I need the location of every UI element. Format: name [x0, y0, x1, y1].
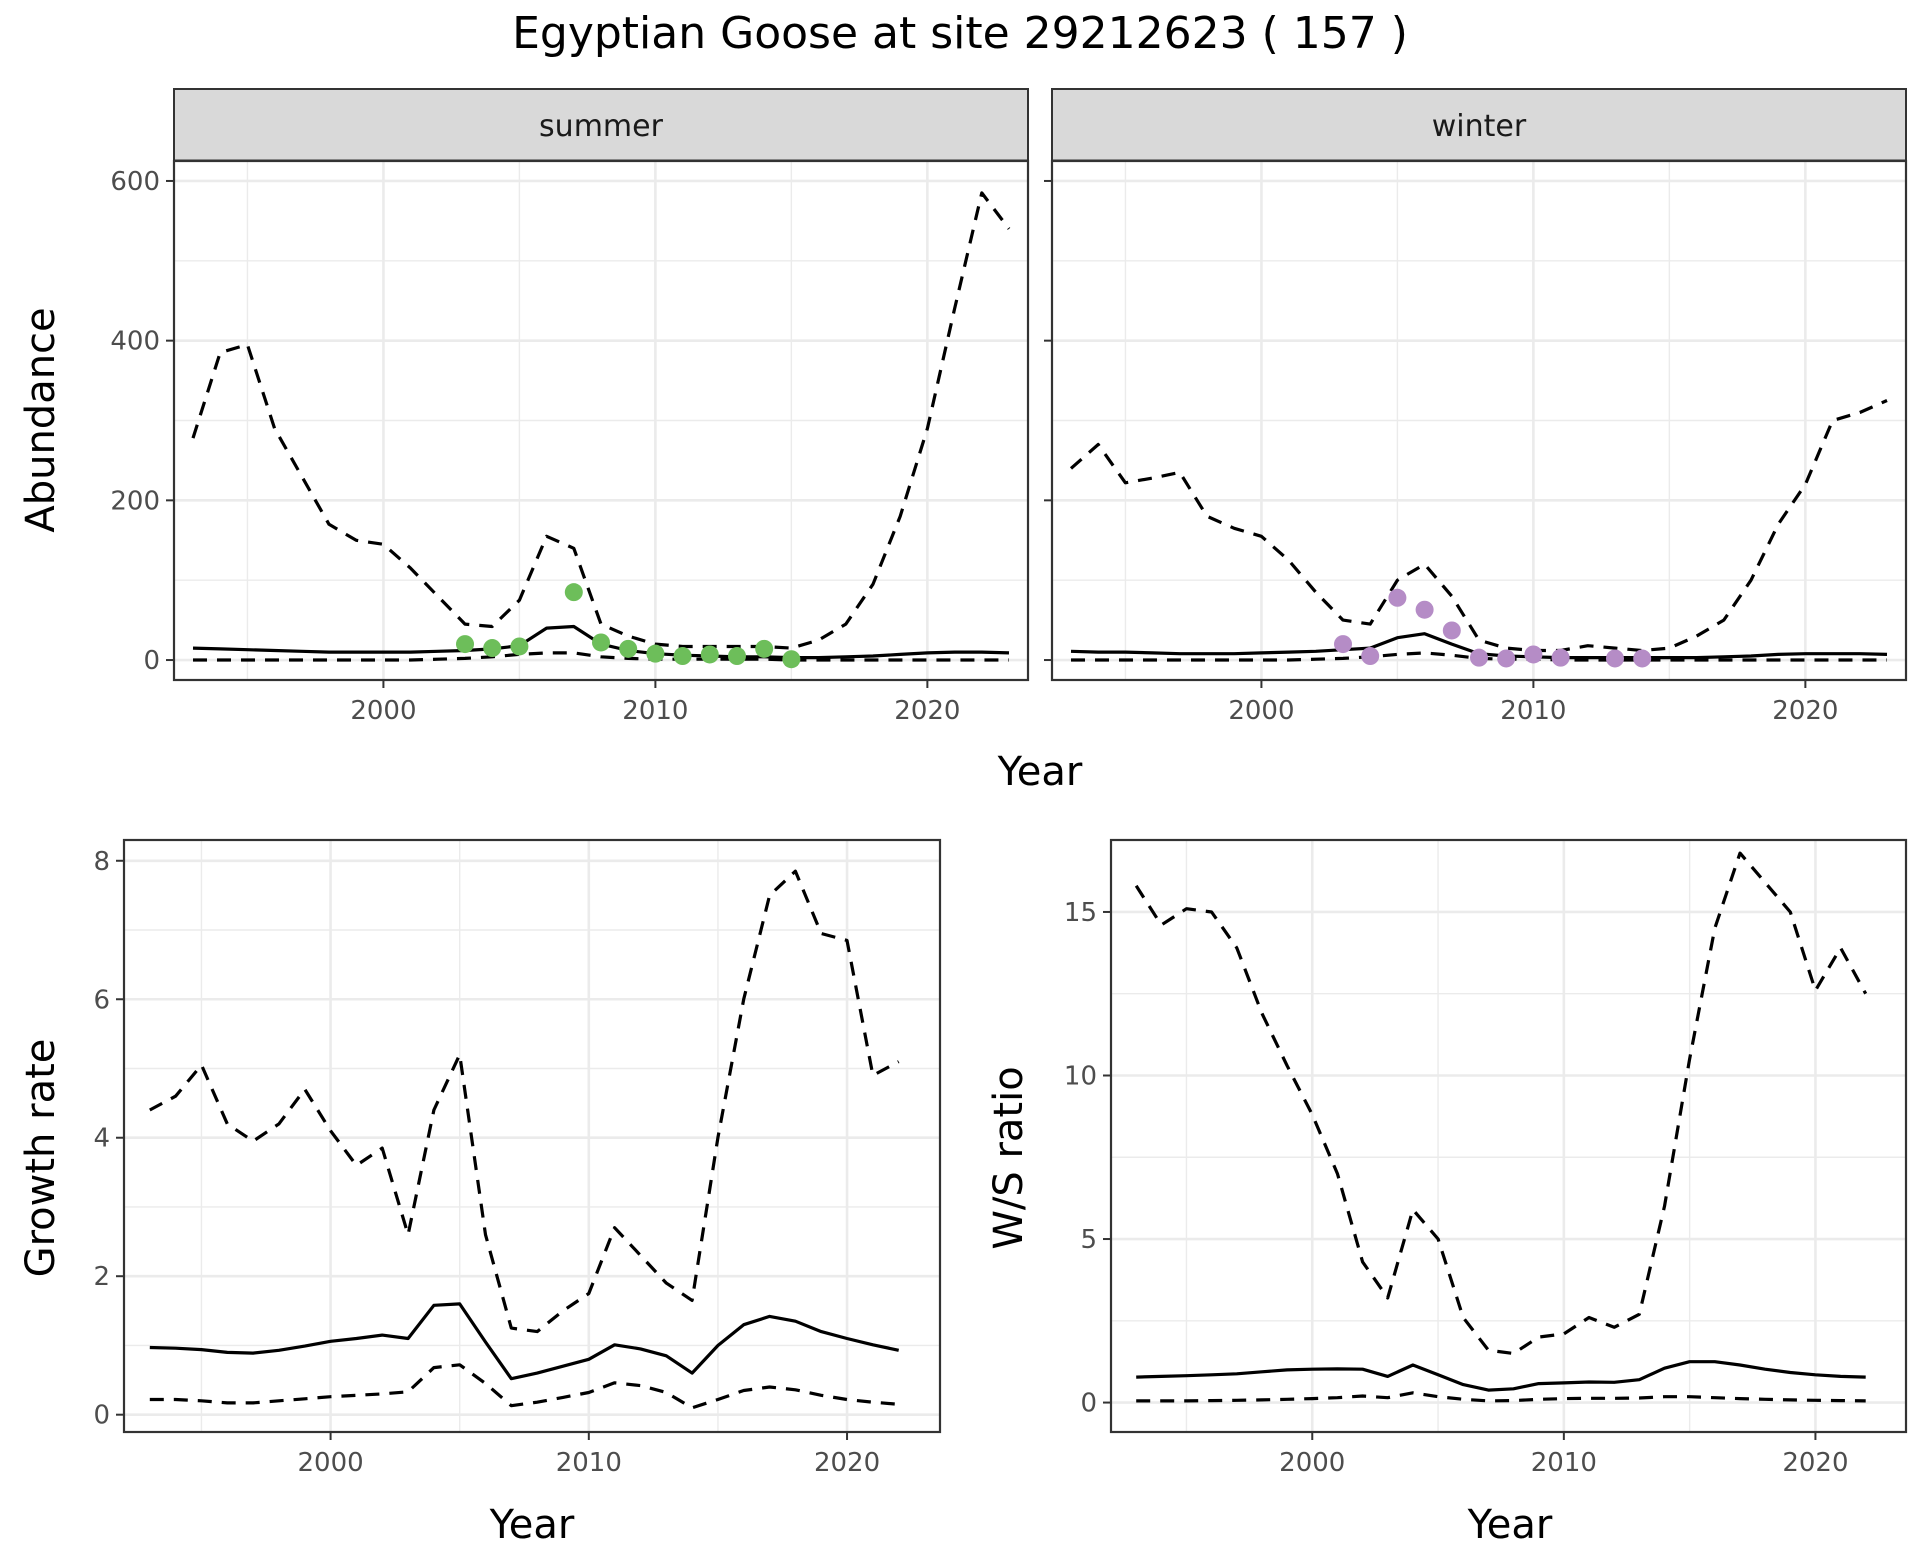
- ratio-panel: 2000 2010 2020 0 5 10 15: [1064, 838, 1908, 1478]
- summer-strip: [173, 88, 1029, 162]
- abundance-y-axis-title: Abundance: [18, 307, 64, 532]
- ratio-x-tick-label: 2020: [1782, 1448, 1848, 1478]
- winter-x-tick-label: 2020: [1772, 696, 1838, 726]
- summer-observed-point: [727, 647, 746, 666]
- summer-panel-border: [172, 159, 1030, 682]
- summer-observed-point: [564, 583, 583, 602]
- winter-panel: winter 2000 2010 2020: [1044, 88, 1908, 726]
- summer-observed-point: [673, 647, 692, 666]
- ratio-x-axis-title: Year: [1467, 1502, 1553, 1548]
- winter-observed-point: [1524, 645, 1543, 664]
- growth-x-axis-title: Year: [489, 1502, 575, 1548]
- summer-y-tick-label: 600: [110, 167, 160, 197]
- ratio-y-tick-label: 0: [1080, 1389, 1097, 1419]
- growth-x-tick-label: 2010: [556, 1448, 622, 1478]
- winter-observed-point: [1497, 649, 1516, 668]
- summer-y-tick-label: 400: [110, 327, 160, 357]
- summer-observed-point: [619, 639, 638, 658]
- ratio-y-tick-label: 15: [1064, 898, 1097, 928]
- summer-x-tick-label: 2020: [894, 696, 960, 726]
- ratio-plot-area: [1111, 840, 1906, 1432]
- ratio-x-tick-label: 2010: [1531, 1448, 1597, 1478]
- winter-observed-point: [1415, 600, 1434, 619]
- top-x-axis-title: Year: [997, 749, 1083, 795]
- winter-observed-point: [1388, 588, 1407, 607]
- winter-strip: [1051, 88, 1907, 162]
- winter-strip-label: winter: [1432, 109, 1527, 144]
- growth-y-tick-label: 0: [93, 1401, 110, 1431]
- winter-x-tick-label: 2000: [1228, 696, 1294, 726]
- growth-y-axis-title: Growth rate: [18, 1039, 64, 1278]
- winter-panel-border: [1050, 159, 1908, 682]
- growth-lower-line: [149, 1363, 899, 1410]
- winter-observed-point: [1605, 649, 1624, 668]
- summer-x-tick-label: 2000: [350, 696, 416, 726]
- summer-lower-line: [193, 651, 1009, 662]
- summer-observed-point: [456, 635, 475, 654]
- growth-y-tick-label: 8: [93, 847, 110, 877]
- summer-observed-point: [782, 650, 801, 669]
- ratio-y-axis-title: W/S ratio: [986, 1066, 1032, 1249]
- summer-observed-point: [755, 639, 774, 658]
- winter-observed-point: [1633, 649, 1652, 668]
- growth-y-tick-label: 2: [93, 1262, 110, 1292]
- chart-title: Egyptian Goose at site 29212623 ( 157 ): [512, 8, 1408, 59]
- ratio-y-tick-label: 5: [1080, 1225, 1097, 1255]
- growth-estimate-line: [149, 1302, 900, 1381]
- growth-y-tick-label: 4: [93, 1124, 110, 1154]
- summer-observed-point: [510, 637, 529, 656]
- summer-observed-point: [592, 633, 610, 652]
- growth-x-tick-label: 2020: [814, 1448, 880, 1478]
- summer-x-tick-label: 2010: [622, 696, 688, 726]
- summer-strip-label: summer: [539, 109, 664, 144]
- ratio-upper-line: [1134, 851, 1868, 1356]
- ratio-y-tick-label: 10: [1064, 1061, 1097, 1091]
- ratio-lower-line: [1136, 1391, 1866, 1403]
- growth-panel: 2000 2010 2020 0 2 4 6 8: [93, 838, 942, 1478]
- winter-observed-point: [1442, 621, 1461, 640]
- growth-x-tick-label: 2000: [297, 1448, 363, 1478]
- summer-y-tick-label: 0: [143, 646, 160, 676]
- summer-observed-point: [646, 644, 665, 663]
- winter-observed-point: [1551, 648, 1570, 667]
- winter-observed-point: [1470, 648, 1488, 667]
- growth-y-tick-label: 6: [93, 985, 110, 1015]
- ratio-estimate-line: [1136, 1360, 1866, 1392]
- summer-observed-point: [700, 645, 719, 664]
- ratio-x-tick-label: 2000: [1279, 1448, 1345, 1478]
- ratio-panel-border: [1109, 838, 1908, 1434]
- winter-observed-point: [1334, 635, 1353, 654]
- summer-y-tick-label: 200: [110, 486, 160, 516]
- winter-observed-point: [1361, 647, 1380, 666]
- summer-panel: summer 2000 2010 2020 0 200 400 600: [110, 88, 1030, 726]
- summer-upper-line: [191, 191, 1011, 650]
- winter-x-tick-label: 2010: [1500, 696, 1566, 726]
- summer-observed-point: [483, 639, 502, 658]
- winter-upper-line: [1069, 399, 1888, 653]
- growth-panel-border: [122, 838, 942, 1434]
